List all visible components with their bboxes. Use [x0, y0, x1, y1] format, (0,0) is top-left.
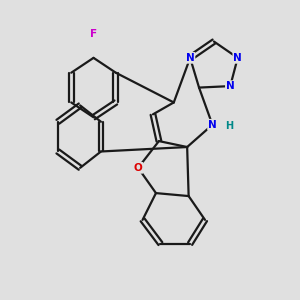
Text: F: F: [90, 29, 97, 39]
Text: H: H: [225, 121, 233, 131]
Text: N: N: [208, 120, 217, 130]
Text: O: O: [134, 163, 142, 173]
Text: N: N: [233, 53, 242, 63]
Text: N: N: [226, 81, 235, 91]
Text: N: N: [186, 53, 194, 63]
